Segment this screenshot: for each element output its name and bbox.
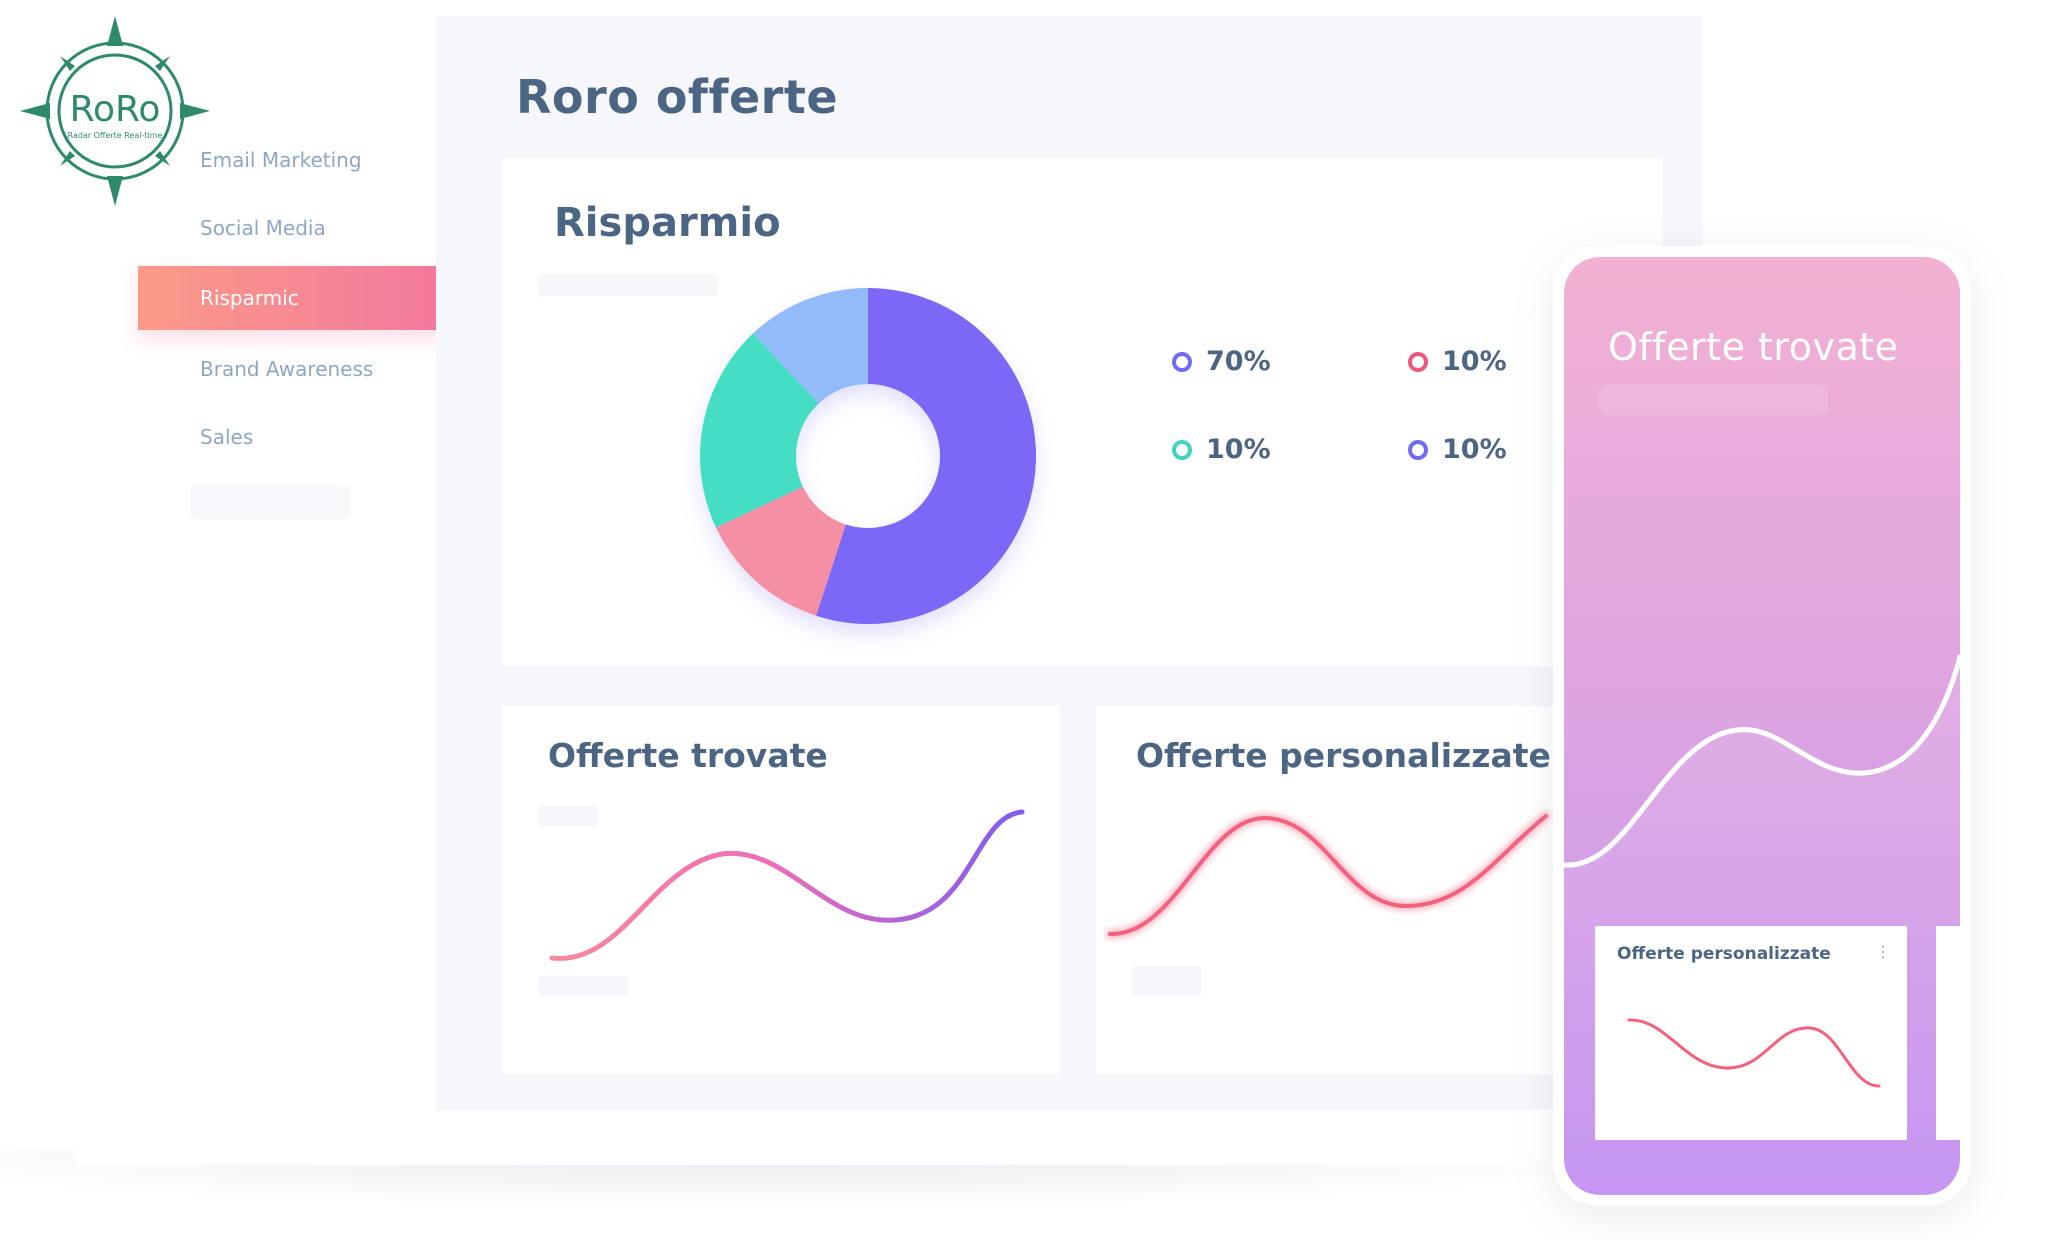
found-offers-card-title: Offerte trovate [548, 736, 828, 775]
donut-slice-3 [700, 333, 819, 528]
sidebar [75, 0, 435, 1165]
legend-label: 10% [1206, 434, 1271, 465]
sidebar-item-label: Social Media [200, 216, 326, 240]
legend-label: 10% [1442, 346, 1507, 377]
more-options-icon[interactable]: ⋮ [1875, 942, 1891, 961]
card-placeholder [1132, 966, 1202, 996]
found-offers-trend-line [549, 809, 1025, 961]
legend-dot [1172, 351, 1192, 372]
savings-card-title: Risparmio [554, 200, 781, 246]
legend-dot [1172, 439, 1192, 460]
sidebar-item-label: Brand Awareness [200, 357, 374, 381]
logo-text: RoRo [70, 89, 161, 130]
sidebar-item-label: Risparmic [200, 286, 299, 310]
legend-dot [1408, 439, 1428, 460]
roro-logo: RoRo Radar Offerte Real-time [20, 16, 210, 206]
personalized-offers-card: Offerte personalizzate [1096, 706, 1616, 1074]
sidebar-placeholder [190, 485, 350, 519]
legend-dot [1408, 351, 1428, 372]
legend-label: 10% [1442, 434, 1507, 465]
legend-item: 10% [1408, 434, 1507, 465]
sidebar-item-social-media[interactable]: Social Media [200, 196, 450, 260]
sidebar-item-risparmic[interactable]: Risparmic [138, 266, 451, 330]
phone-title-placeholder [1598, 385, 1828, 415]
sidebar-item-email-marketing[interactable]: Email Marketing [200, 128, 450, 192]
phone-mini-card-next[interactable] [1936, 926, 1960, 1140]
card-placeholder [538, 976, 628, 996]
savings-donut-chart [700, 288, 1036, 624]
phone-screen: Offerte trovate Offerte personalizzate ⋮ [1564, 257, 1960, 1195]
savings-card: Risparmio 70% 10% 10% 10% [502, 158, 1662, 666]
personalized-offers-card-title: Offerte personalizzate [1136, 736, 1551, 775]
sidebar-item-label: Email Marketing [200, 148, 362, 172]
personalized-offers-trend-line [1105, 811, 1551, 940]
main-panel: Roro offerte Risparmio 70% 10% 10% [436, 16, 1702, 1110]
mini-card-title: Offerte personalizzate [1617, 944, 1831, 964]
phone-title: Offerte trovate [1608, 325, 1899, 369]
sidebar-item-brand-awareness[interactable]: Brand Awareness [200, 337, 450, 401]
legend-label: 70% [1206, 346, 1271, 377]
sidebar-item-sales[interactable]: Sales [200, 405, 450, 469]
phone-mockup: Offerte trovate Offerte personalizzate ⋮ [1553, 246, 1971, 1206]
savings-card-placeholder [538, 274, 718, 296]
legend-item: 10% [1172, 434, 1271, 465]
card-placeholder [538, 806, 598, 826]
legend-item: 70% [1172, 346, 1271, 377]
found-offers-card: Offerte trovate [502, 706, 1060, 1074]
donut-slice-2 [715, 486, 846, 616]
phone-mini-card[interactable]: Offerte personalizzate ⋮ [1595, 926, 1907, 1140]
page-title: Roro offerte [516, 70, 839, 124]
donut-slice-1 [816, 288, 1036, 624]
donut-slice-4 [752, 288, 868, 404]
sidebar-item-label: Sales [200, 425, 254, 449]
logo-tagline: Radar Offerte Real-time [68, 131, 163, 140]
legend-item: 10% [1408, 346, 1507, 377]
mini-card-trend-line [1627, 1018, 1881, 1088]
